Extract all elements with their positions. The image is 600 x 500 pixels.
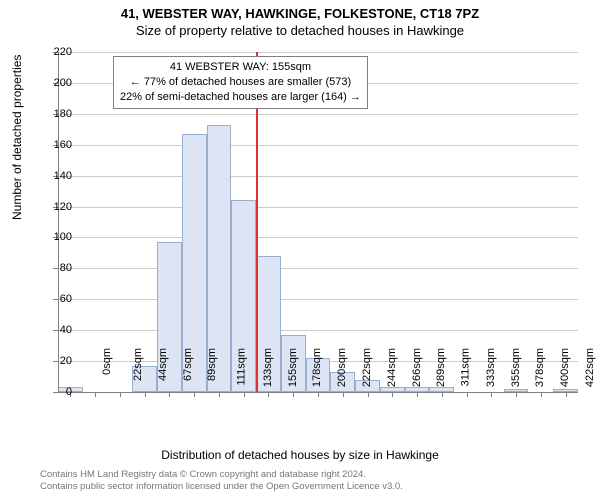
x-tick [417,392,418,397]
title-sub: Size of property relative to detached ho… [0,21,600,38]
x-tick [145,392,146,397]
x-tick [491,392,492,397]
x-tick-label: 0sqm [101,348,113,375]
chart-container: 41, WEBSTER WAY, HAWKINGE, FOLKESTONE, C… [0,0,600,500]
gridline [58,299,578,300]
plot-area: 41 WEBSTER WAY: 155sqm← 77% of detached … [58,52,578,392]
y-axis-label: Number of detached properties [10,55,24,220]
gridline [58,237,578,238]
x-tick-label: 178sqm [312,348,324,387]
x-tick-label: 355sqm [510,348,522,387]
x-tick [293,392,294,397]
x-tick-label: 222sqm [361,348,373,387]
annotation-line: ← 77% of detached houses are smaller (57… [120,75,361,90]
x-tick-label: 67sqm [182,348,194,381]
x-tick-label: 289sqm [435,348,447,387]
x-tick [268,392,269,397]
y-tick-label: 80 [42,262,72,274]
x-tick-label: 422sqm [584,348,596,387]
x-tick-label: 22sqm [132,348,144,381]
x-tick [516,392,517,397]
x-tick [541,392,542,397]
x-tick-label: 155sqm [287,348,299,387]
x-tick [343,392,344,397]
x-tick-label: 133sqm [262,348,274,387]
footer-line1: Contains HM Land Registry data © Crown c… [40,469,403,481]
annotation-line: 41 WEBSTER WAY: 155sqm [120,60,361,75]
x-tick-label: 244sqm [386,348,398,387]
y-tick-label: 0 [42,386,72,398]
gridline [58,207,578,208]
y-tick-label: 100 [42,231,72,243]
x-tick [194,392,195,397]
footer-line2: Contains public sector information licen… [40,481,403,493]
y-tick-label: 200 [42,77,72,89]
x-tick-label: 200sqm [336,348,348,387]
annotation-line: 22% of semi-detached houses are larger (… [120,90,361,105]
y-tick-label: 160 [42,139,72,151]
x-tick-label: 311sqm [459,348,471,386]
y-tick-label: 20 [42,355,72,367]
x-tick [467,392,468,397]
x-tick [120,392,121,397]
x-tick [169,392,170,397]
gridline [58,330,578,331]
title-main: 41, WEBSTER WAY, HAWKINGE, FOLKESTONE, C… [0,0,600,21]
gridline [58,268,578,269]
gridline [58,114,578,115]
x-axis-label: Distribution of detached houses by size … [0,448,600,462]
x-tick-label: 44sqm [157,348,169,381]
x-tick-label: 266sqm [411,348,423,387]
y-tick-label: 40 [42,324,72,336]
gridline [58,176,578,177]
x-tick [368,392,369,397]
y-tick-label: 60 [42,293,72,305]
y-tick-label: 180 [42,108,72,120]
x-tick [566,392,567,397]
y-tick-label: 220 [42,46,72,58]
x-tick-label: 111sqm [236,348,248,386]
gridline [58,52,578,53]
x-tick [392,392,393,397]
y-tick-label: 120 [42,201,72,213]
x-tick-label: 400sqm [559,348,571,387]
x-tick-label: 89sqm [206,348,218,381]
y-tick-label: 140 [42,170,72,182]
annotation-box: 41 WEBSTER WAY: 155sqm← 77% of detached … [113,56,368,109]
x-tick [318,392,319,397]
x-tick-label: 378sqm [534,348,546,387]
x-tick-label: 333sqm [485,348,497,387]
x-tick [95,392,96,397]
x-tick [442,392,443,397]
x-tick [244,392,245,397]
footer-attribution: Contains HM Land Registry data © Crown c… [40,469,403,493]
x-tick [219,392,220,397]
gridline [58,145,578,146]
